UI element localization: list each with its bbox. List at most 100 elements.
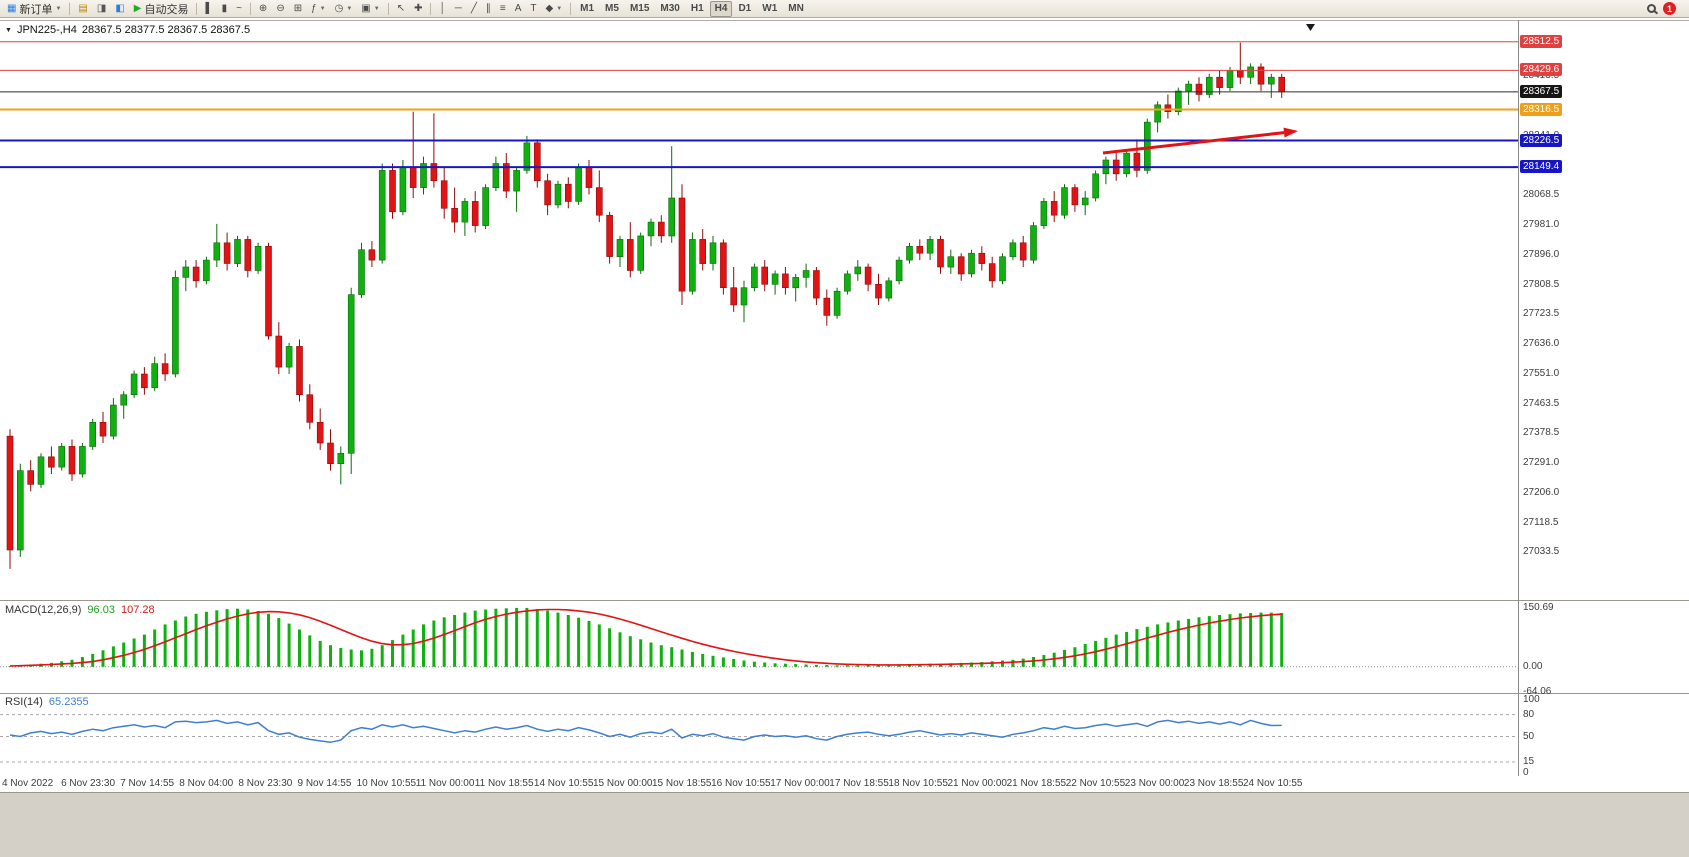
rsi-value: 65.2355 [48,696,89,708]
zoom-in-button[interactable]: ⊕ [255,1,271,17]
price-axis[interactable]: 28413.528241.028068.527981.027896.027808… [1518,18,1689,778]
time-axis-label: 15 Nov 18:55 [652,778,712,789]
time-axis-label: 24 Nov 10:55 [1243,778,1303,789]
rsi-line [9,719,1282,744]
tf-d1-button-label: D1 [738,3,752,14]
tf-m1-button[interactable]: M1 [575,1,599,17]
toolbar-separator [430,2,432,15]
price-axis-label: 27636.0 [1523,338,1560,350]
channel-button[interactable]: ∥ [482,1,495,17]
time-axis-label: 11 Nov 00:00 [415,778,475,789]
tf-m15-button[interactable]: M15 [625,1,654,17]
chevron-down-icon: ▼ [556,5,563,12]
trend-arrow-annotation[interactable] [1102,127,1298,155]
profiles-button[interactable]: ◨ [93,1,110,17]
templates-icon: ▣ [361,2,371,14]
price-line-badge: 28429.6 [1520,63,1563,77]
tf-mn-button[interactable]: MN [783,1,809,17]
candlestick-chart-button[interactable]: ▮ [218,1,232,17]
tile-windows-icon: ⊞ [293,2,303,14]
time-axis-label: 18 Nov 10:55 [888,778,948,789]
chart-window-button[interactable]: ▤ [74,1,91,17]
bar-chart-button[interactable]: ▌ [201,1,216,17]
text-button[interactable]: A [511,1,526,17]
periods-button[interactable]: ◷ ▼ [331,1,357,17]
indicators-button[interactable]: ƒ ▼ [307,1,330,17]
tile-windows-button[interactable]: ⊞ [290,1,306,17]
cursor-icon: ↖ [396,2,406,14]
macd-axis-label: -64.06 [1523,686,1552,697]
new-order-button[interactable]: ▦ 新订单 ▼ [3,1,65,17]
toolbar-separator [69,2,71,15]
tf-m30-button[interactable]: M30 [655,1,684,17]
trendline-button[interactable]: ╱ [467,1,481,17]
autotrade-icon: ▶ [133,2,142,14]
symbol-dropdown-icon[interactable]: ▼ [5,26,12,34]
toolbar-separator [196,2,198,15]
autotrade-button-label: 自动交易 [144,3,189,16]
market-watch-button[interactable]: ◧ [111,1,128,17]
price-line-badge: 28226.5 [1520,133,1563,147]
line-chart-icon: ~ [236,2,242,14]
macd-signal-line [9,608,1282,667]
chart-canvas[interactable] [0,18,1689,792]
chart-shift-marker[interactable] [1306,24,1315,31]
chart-symbol-period: JPN225-,H4 [16,24,77,36]
tf-d1-button[interactable]: D1 [733,1,756,17]
crosshair-button[interactable]: ✚ [410,1,426,17]
time-axis-label: 14 Nov 10:55 [533,778,594,789]
indicators-icon: ƒ [311,2,317,14]
new-order-button-label: 新订单 [19,3,53,16]
price-axis-label: 27981.0 [1523,219,1560,231]
macd-name: MACD(12,26,9) [5,604,82,616]
autotrade-button[interactable]: ▶ 自动交易 [130,1,193,17]
vertical-line-icon: │ [439,2,446,14]
cursor-button[interactable]: ↖ [393,1,409,17]
vertical-line-button[interactable]: │ [435,1,449,17]
tf-w1-button-label: W1 [762,3,778,14]
tf-m5-button-label: M5 [605,3,619,14]
line-chart-button[interactable]: ~ [232,1,246,17]
price-axis-label: 27723.5 [1523,308,1560,320]
tf-m5-button[interactable]: M5 [600,1,624,17]
market-watch-icon: ◧ [115,2,125,14]
horizontal-line-icon: ─ [454,2,462,14]
tf-h4-button[interactable]: H4 [709,0,733,17]
new-order-icon: ▦ [7,2,17,14]
price-axis-label: 27033.5 [1523,546,1560,558]
time-axis-label: 17 Nov 00:00 [770,778,830,789]
search-button[interactable] [1647,4,1656,13]
toolbar-separator [249,2,251,15]
rsi-axis-label: 0 [1523,767,1529,778]
rsi-name: RSI(14) [5,696,43,708]
zoom-out-button[interactable]: ⊖ [272,1,288,17]
templates-button[interactable]: ▣ ▼ [357,1,383,17]
price-axis-label: 28068.5 [1523,189,1560,201]
time-axis-label: 22 Nov 10:55 [1065,778,1126,789]
macd-histogram [8,607,1284,667]
price-line-badge: 28367.5 [1520,84,1563,98]
macd-main-value: 96.03 [87,604,115,616]
profiles-icon: ◨ [96,2,107,14]
trendline-icon: ╱ [470,2,477,14]
tf-h4-button-label: H4 [714,3,728,14]
macd-axis-label: 150.69 [1523,601,1554,613]
notification-badge[interactable]: 1 [1663,2,1676,15]
candlestick-chart-icon: ▮ [221,2,228,14]
chevron-down-icon: ▼ [373,5,380,12]
rsi-axis-label: 100 [1523,694,1540,705]
tf-m30-button-label: M30 [660,3,680,14]
tf-w1-button[interactable]: W1 [757,1,782,17]
tf-h1-button[interactable]: H1 [686,1,709,17]
price-line-badge: 28512.5 [1520,34,1563,48]
tf-mn-button-label: MN [788,3,804,14]
shapes-button[interactable]: ◆ ▼ [541,1,566,17]
label-button[interactable]: T [526,1,540,17]
tf-h1-button-label: H1 [690,3,704,14]
time-axis[interactable]: 4 Nov 2022 6 Nov 23:30 7 Nov 14:55 8 Nov 04… [0,776,1689,792]
price-axis-label: 27808.5 [1523,278,1560,290]
horizontal-line-button[interactable]: ─ [451,1,466,17]
time-axis-label: 9 Nov 14:55 [297,778,352,789]
text-icon: A [514,2,522,14]
fibonacci-button[interactable]: ≡ [496,1,510,17]
